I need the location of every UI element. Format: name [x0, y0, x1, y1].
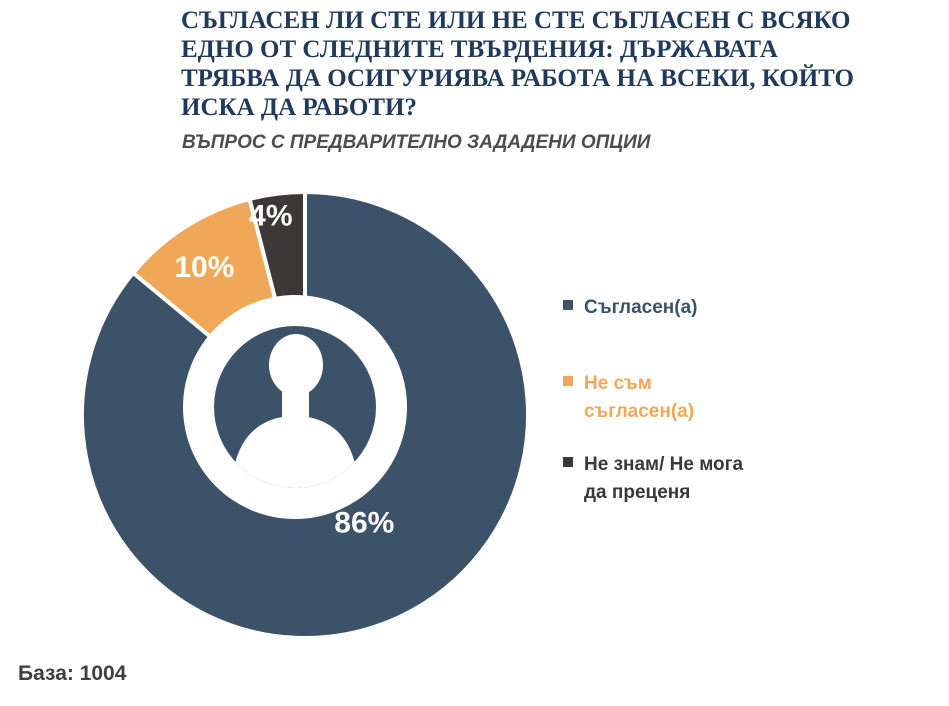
page-title: СЪГЛАСЕН ЛИ СТЕ ИЛИ НЕ СТЕ СЪГЛАСЕН С ВС…	[181, 7, 854, 121]
legend-swatch-disagree	[563, 376, 573, 386]
person-shoulders-icon	[232, 416, 358, 488]
legend-item-dont-know: Не знам/ Не мога да преценя	[563, 451, 743, 507]
legend-label-disagree: Не съм съгласен(а)	[584, 373, 695, 422]
legend-item-agree: Съгласен(а)	[563, 294, 697, 322]
slice-data-label-1: 10%	[174, 251, 234, 284]
slice-data-label-0: 86%	[334, 506, 394, 539]
donut-chart: 86% 10% 4%	[80, 190, 530, 640]
person-head-icon	[269, 334, 323, 396]
legend-label-agree: Съгласен(а)	[584, 297, 698, 318]
legend-swatch-agree	[563, 300, 573, 310]
legend-swatch-dont-know	[563, 457, 573, 467]
page-subtitle: ВЪПРОС С ПРЕДВАРИТЕЛНО ЗАДАДЕНИ ОПЦИИ	[182, 132, 651, 153]
legend-item-disagree: Не съм съгласен(а)	[563, 370, 694, 426]
base-note: База: 1004	[18, 662, 127, 685]
person-icon	[183, 295, 407, 519]
donut-chart-svg: 86% 10% 4%	[80, 190, 530, 640]
legend-label-dont-know: Не знам/ Не мога да преценя	[584, 454, 744, 503]
slice-data-label-2: 4%	[249, 199, 292, 232]
slice-labels: 86% 10% 4%	[174, 199, 394, 539]
